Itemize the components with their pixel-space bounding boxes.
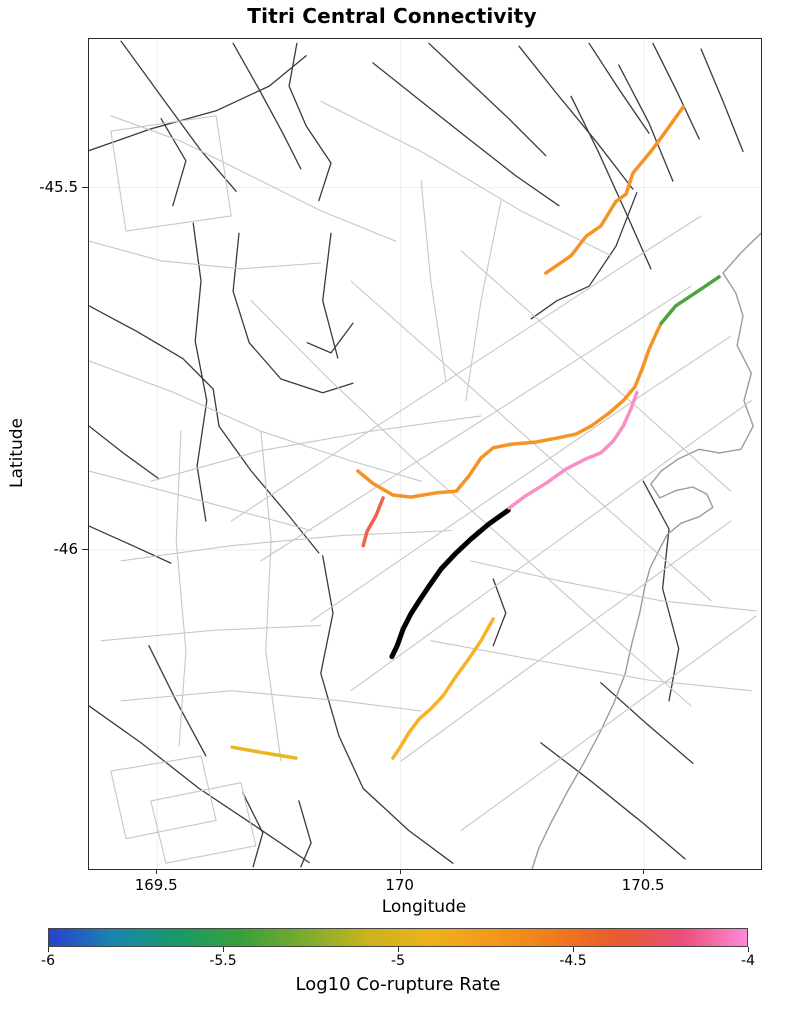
colorbar-gradient [48,928,748,947]
background-fault-light [230,215,702,522]
segment-yellow-southwest [230,745,298,760]
background-fault-light [260,285,692,562]
segment-green [659,275,721,325]
fault-map-canvas [89,39,761,869]
x-tick-label: 169.5 [134,876,178,894]
background-fault-light [400,520,732,762]
background-fault-dark [242,792,264,868]
segment-red [361,496,385,548]
colorbar-tick-label: -5.5 [209,953,237,969]
background-fault-dark [89,425,160,480]
background-fault-dark [148,645,207,757]
background-fault-light [460,250,732,492]
y-tick-label: -46 [53,540,79,559]
x-tick-label: 170.5 [621,876,665,894]
colorbar-tick-mark [748,947,749,952]
background-fault-light [120,529,452,562]
segment-orange-main [356,321,663,499]
colorbar-tick-mark [398,947,399,952]
colorbar-tick-label: -5 [391,953,405,969]
segment-source-black [389,507,511,660]
background-fault-dark [89,525,172,564]
background-fault-light [150,415,482,482]
colorbar-tick-label: -4 [741,953,755,969]
background-fault-dark [218,425,320,554]
y-tick-mark [82,549,88,551]
background-fault-light [420,179,447,382]
colorbar-tick-mark [223,947,224,952]
background-fault-dark [160,118,187,207]
background-fault-dark [700,48,744,153]
background-fault-dark [322,232,339,359]
background-fault-light [460,615,757,832]
background-fault-light [100,624,322,642]
background-fault-dark [89,55,307,152]
background-fault-light [470,560,757,612]
background-fault-light [260,430,282,762]
colorbar-tick-mark [573,947,574,952]
segment-yellow-lower [391,617,495,760]
colorbar-label: Log10 Co-rupture Rate [295,974,501,995]
y-axis-label: Latitude [7,418,27,488]
background-fault-dark [428,42,547,157]
colorbar-tick-label: -6 [41,953,55,969]
background-fault-light [310,335,732,622]
x-tick-mark [156,869,158,874]
background-fault-light [110,755,217,840]
background-fault-dark [570,95,652,270]
colorbar-tick-label: -4.5 [559,953,587,969]
background-fault-light [89,360,422,482]
segment-orange-north [544,105,685,275]
background-fault-dark [192,222,208,522]
background-fault-dark [530,192,638,320]
background-fault-dark [306,322,354,354]
background-fault-coast [531,232,761,869]
background-fault-light [89,470,312,532]
background-fault-dark [642,480,680,702]
background-fault-dark [492,578,507,647]
background-fault-dark [298,800,312,868]
background-fault-light [120,690,422,712]
background-fault-light [250,300,692,707]
background-fault-light [110,115,232,232]
background-fault-light [89,240,322,270]
background-fault-dark [232,232,354,394]
x-tick-mark [399,869,401,874]
background-fault-dark [89,705,310,864]
x-axis-label: Longitude [381,897,467,917]
background-fault-dark [618,64,674,182]
background-fault-dark [372,62,560,207]
background-fault-dark [288,42,332,202]
background-fault-light [175,430,187,747]
background-fault-dark [540,742,686,860]
background-fault-dark [320,555,454,864]
background-fault-light [320,100,612,257]
segment-pink [507,390,639,510]
background-fault-dark [588,42,650,134]
chart-title: Titri Central Connectivity [247,4,537,28]
y-tick-label: -45.5 [39,177,78,196]
background-fault-dark [518,45,634,190]
background-fault-dark [232,42,302,170]
colorbar-tick-mark [48,947,49,952]
background-fault-light [150,782,257,864]
background-fault-dark [89,305,220,427]
x-tick-label: 170 [385,876,414,894]
background-fault-dark [652,42,700,140]
background-fault-light [465,200,502,402]
background-fault-dark [120,40,237,192]
x-tick-mark [643,869,645,874]
background-fault-light [350,400,752,692]
map-plot [88,38,762,870]
background-fault-light [430,640,752,692]
background-fault-light [110,115,397,242]
y-tick-mark [82,186,88,188]
